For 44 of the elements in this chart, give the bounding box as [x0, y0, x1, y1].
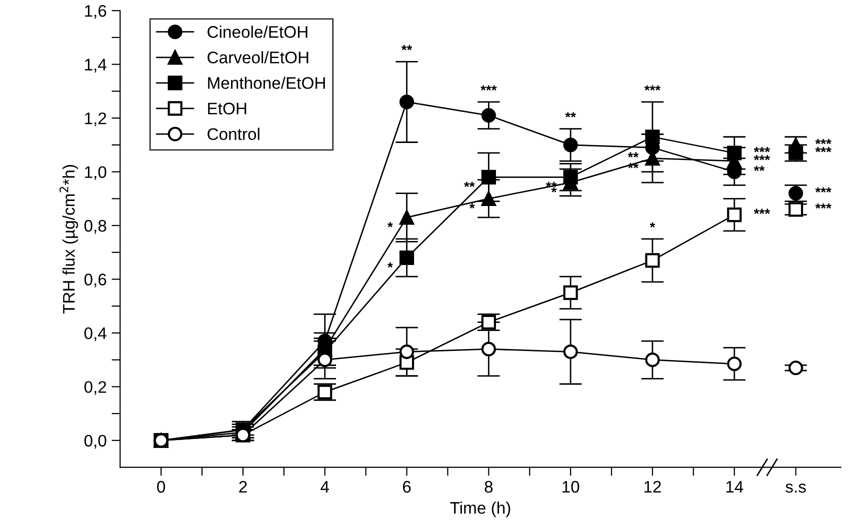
annotation: *** [815, 187, 832, 192]
y-tick-label: 1,6 [85, 5, 106, 19]
y-tick-label: 0,4 [84, 327, 106, 342]
y-tick-label: 0,2 [84, 381, 106, 395]
y-tick-label: 0,8 [84, 220, 106, 234]
annotation: ** [754, 166, 765, 171]
x-tick-label: 8 [484, 480, 493, 493]
annotation: *** [815, 203, 832, 209]
legend-label: Control [208, 128, 260, 140]
x-tick-label: 14 [726, 481, 744, 493]
annotation: * [388, 262, 393, 268]
y-tick-label: 1,0 [85, 166, 106, 180]
annotation: *** [754, 147, 770, 152]
annotation: ** [464, 182, 475, 188]
annotation: *** [815, 138, 832, 144]
y-tick-label: 1,2 [85, 112, 106, 126]
legend-label: Cineole/EtOH [208, 26, 308, 38]
x-tick-label: 6 [402, 480, 411, 493]
y-tick-label: 1,4 [85, 58, 106, 73]
x-tick-label: 4 [320, 481, 330, 493]
annotation: *** [815, 147, 832, 152]
x-axis-title: Time (h) [450, 502, 510, 518]
annotation: *** [480, 85, 497, 91]
x-tick-label: s.s [786, 484, 806, 493]
y-axis-title: TRH flux (µg/cm$^{2}$*h) [60, 165, 78, 314]
annotation: ** [628, 152, 639, 158]
legend-label: Carveol/EtOH [208, 51, 308, 64]
annotation: ** [565, 112, 576, 118]
annotation: ** [401, 45, 412, 50]
x-tick-label: 12 [644, 480, 661, 493]
legend-label: EtOH [208, 102, 246, 114]
annotation: * [650, 222, 656, 228]
x-tick-label: 10 [562, 480, 580, 493]
annotation: *** [644, 85, 661, 91]
annotation: *** [754, 155, 770, 160]
annotation: * [551, 187, 557, 192]
annotation: * [469, 203, 475, 208]
x-tick-label: 2 [239, 480, 247, 493]
x-tick-label: 0 [157, 480, 166, 493]
legend-label: Menthone/EtOH [208, 76, 325, 89]
annotation: * [388, 222, 393, 228]
y-tick-label: 0,6 [84, 274, 106, 288]
annotation: *** [754, 208, 770, 214]
y-tick-label: 0,0 [84, 434, 106, 449]
